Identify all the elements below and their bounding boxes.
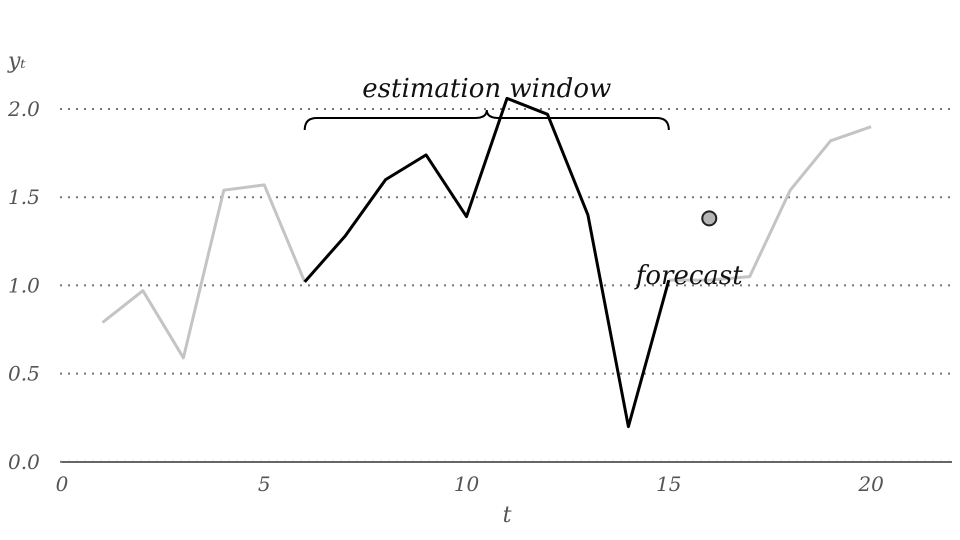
series-line-estimation-window	[303, 96, 671, 429]
y-tick-labels: 0.0 0.5 1.0 1.5 2.0	[7, 97, 40, 474]
y-tick-label: 2.0	[7, 97, 40, 121]
estimation-window-brace	[303, 109, 670, 131]
y-axis-label: yₜ	[7, 49, 26, 74]
x-tick-label: 10	[454, 472, 480, 496]
forecast-point	[701, 210, 718, 227]
y-tick-label: 1.5	[8, 185, 40, 209]
x-tick-label: 5	[258, 472, 271, 496]
series-line-before	[101, 183, 307, 360]
y-tick-label: 1.0	[8, 273, 40, 297]
x-axis-label: t	[503, 503, 512, 528]
y-tick-label: 0.5	[8, 362, 40, 386]
forecast-label: forecast	[634, 261, 743, 291]
x-tick-label: 20	[857, 472, 884, 496]
x-tick-label: 0	[56, 472, 69, 496]
x-tick-label: 15	[656, 472, 681, 496]
y-tick-label: 0.0	[8, 450, 40, 474]
estimation-window-label: estimation window	[362, 74, 611, 104]
x-tick-labels: 0 5 10 15 20	[56, 472, 884, 496]
grid-lines	[60, 108, 955, 463]
series-line-after	[668, 125, 872, 282]
series-layer	[101, 96, 872, 429]
